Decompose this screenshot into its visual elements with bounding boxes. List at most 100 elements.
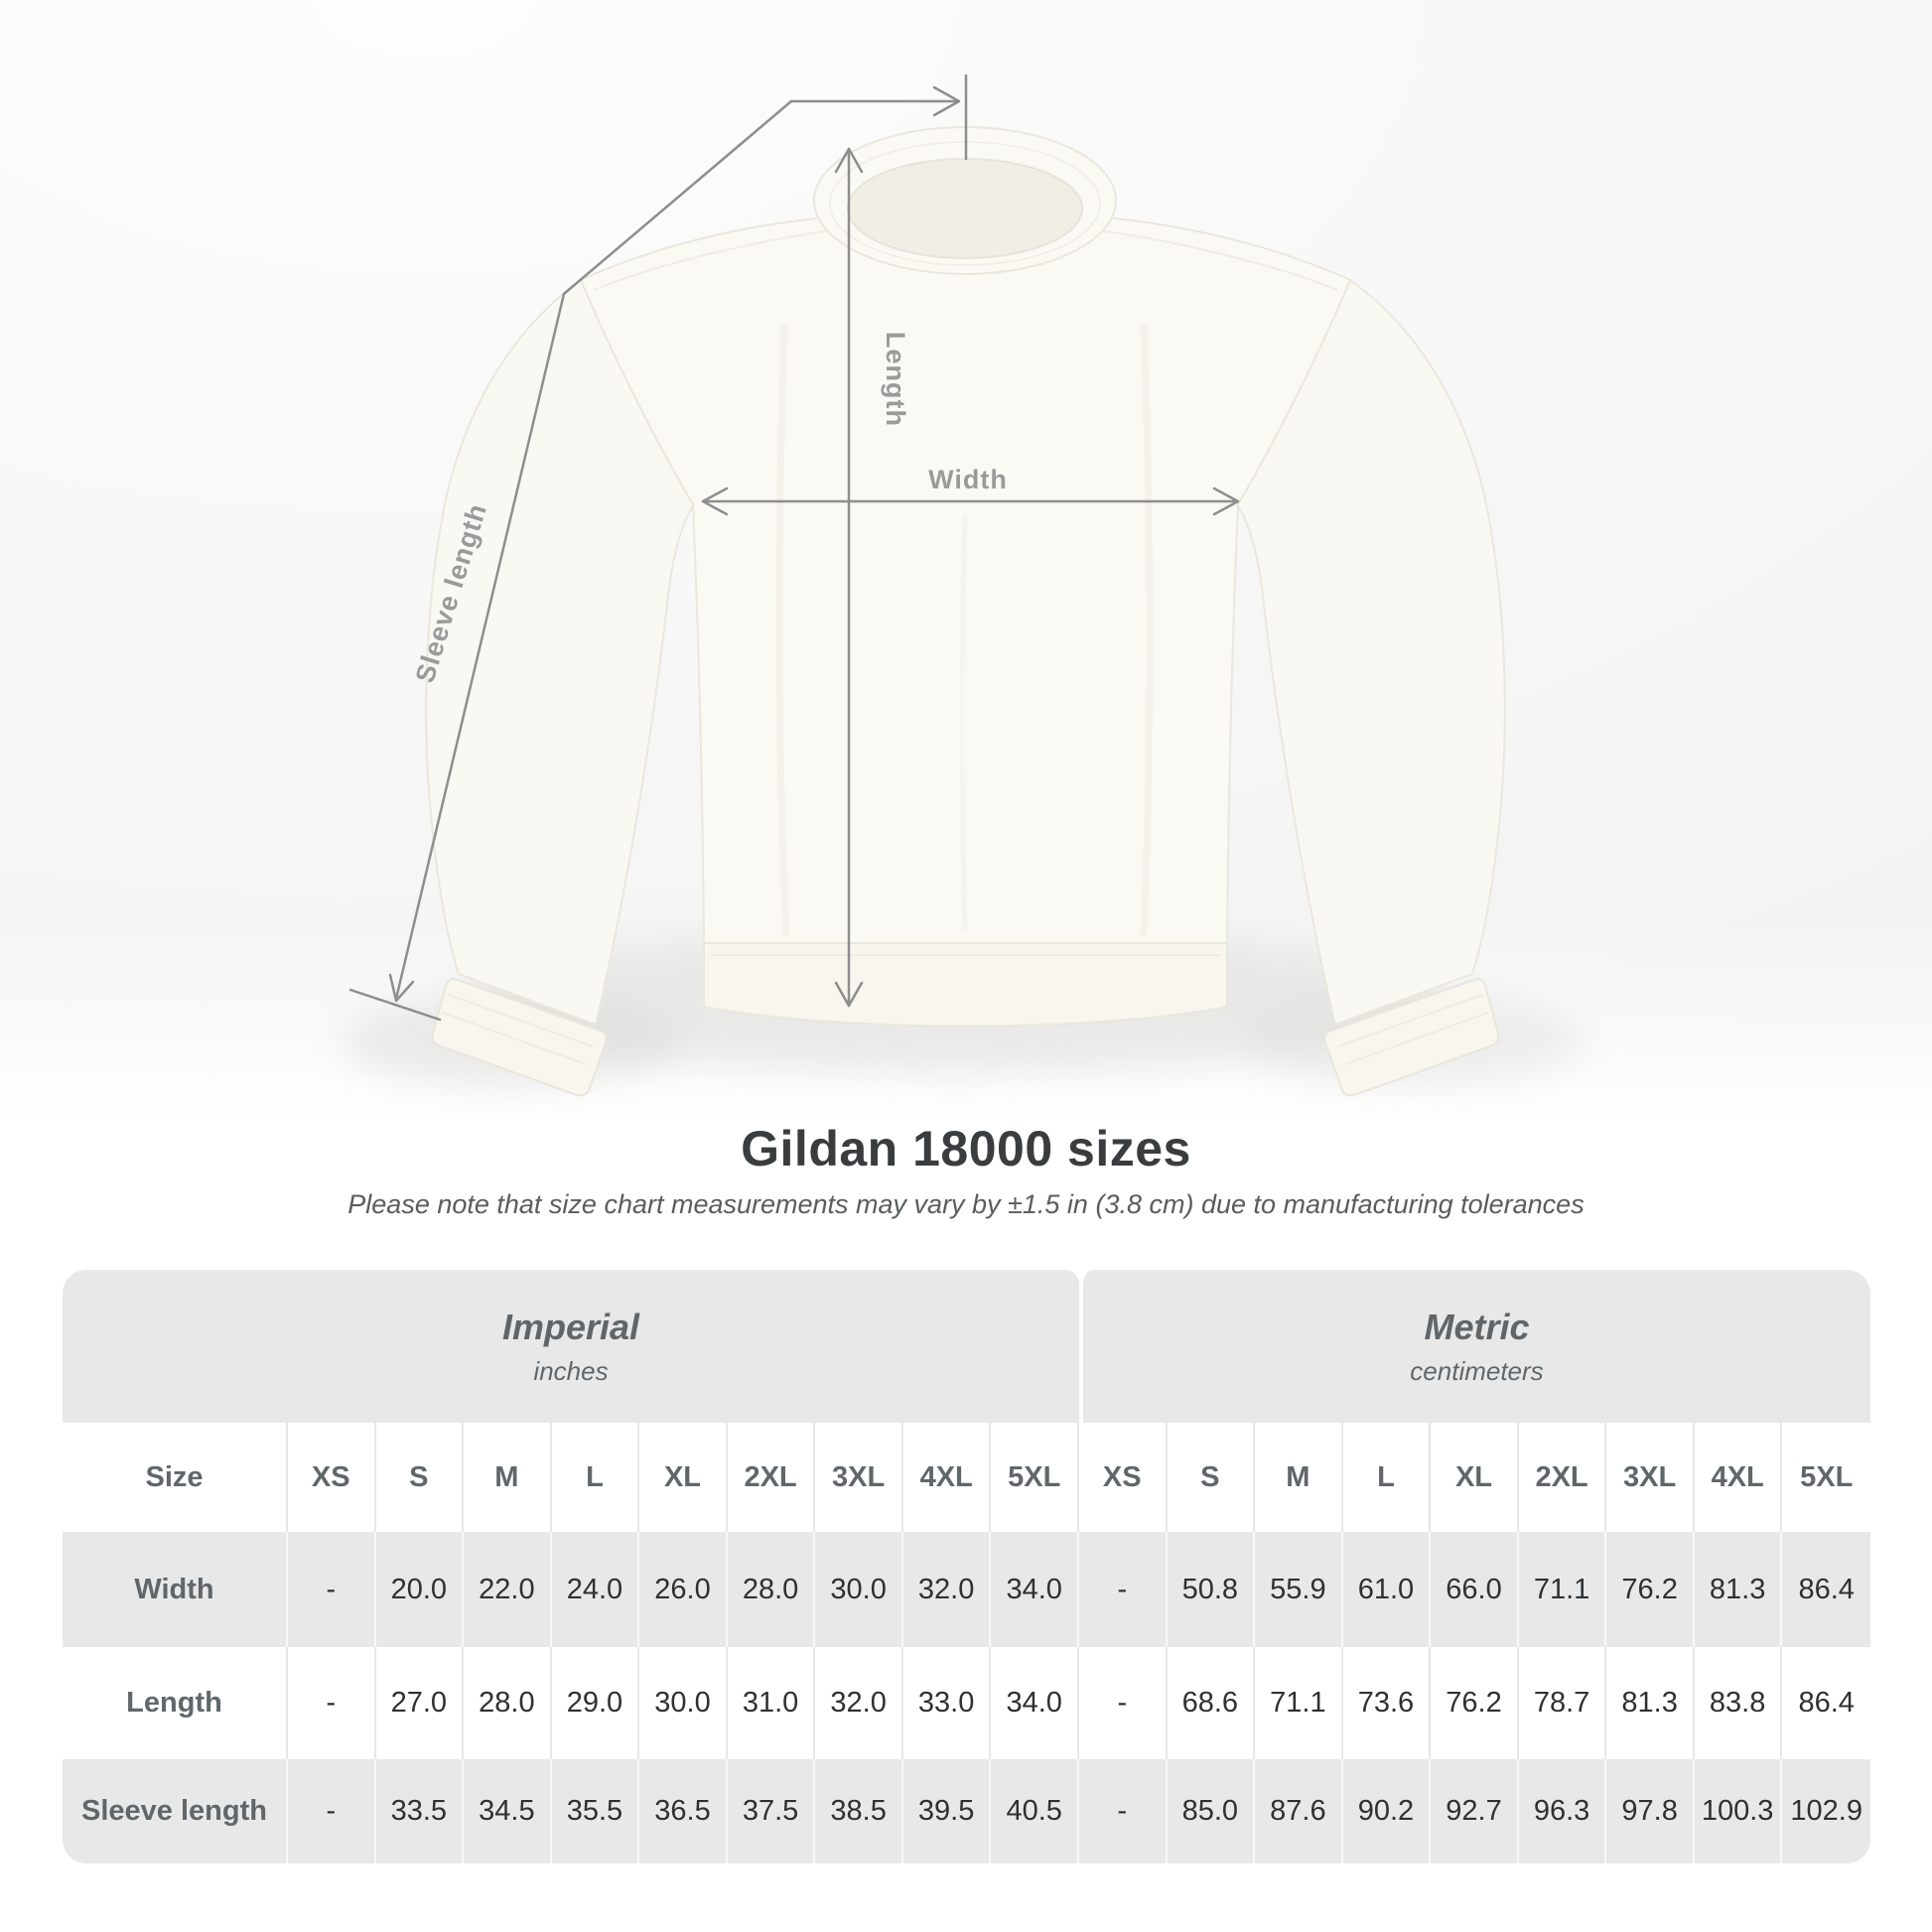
left-cuff bbox=[431, 977, 608, 1097]
table-cell: 76.2 bbox=[1606, 1532, 1695, 1647]
fabric-folds bbox=[775, 324, 1154, 937]
size-header-cell: XS bbox=[288, 1423, 376, 1532]
table-cell: 34.5 bbox=[464, 1759, 552, 1863]
page-subtitle: Please note that size chart measurements… bbox=[347, 1189, 1585, 1219]
table-cell: 27.0 bbox=[375, 1647, 465, 1759]
table-cell: 83.8 bbox=[1694, 1647, 1783, 1759]
table-cell: 37.5 bbox=[727, 1759, 816, 1863]
table-cell: 66.0 bbox=[1431, 1532, 1519, 1647]
table-cell: 61.0 bbox=[1342, 1532, 1432, 1647]
table-cell: 85.0 bbox=[1167, 1759, 1256, 1863]
imperial-unit: inches bbox=[533, 1355, 609, 1386]
table-cell: 28.0 bbox=[727, 1532, 816, 1647]
table-cell: - bbox=[1079, 1532, 1168, 1647]
size-header-cell: 2XL bbox=[1518, 1423, 1607, 1532]
size-header-cell: 2XL bbox=[727, 1423, 816, 1532]
table-cell: 73.6 bbox=[1342, 1647, 1432, 1759]
table-cell: - bbox=[1079, 1647, 1168, 1759]
table-cell: 24.0 bbox=[551, 1532, 640, 1647]
table-cell: 40.5 bbox=[991, 1759, 1079, 1863]
size-header-cell: XL bbox=[639, 1423, 728, 1532]
size-header-cell: 5XL bbox=[1782, 1423, 1870, 1532]
table-cell: 33.0 bbox=[902, 1647, 992, 1759]
length-label: Length bbox=[881, 332, 910, 427]
table-cell: 33.5 bbox=[375, 1759, 465, 1863]
table-cell: 97.8 bbox=[1606, 1759, 1695, 1863]
table-cell: 90.2 bbox=[1342, 1759, 1432, 1863]
table-cell: 38.5 bbox=[815, 1759, 903, 1863]
table-cell: 87.6 bbox=[1255, 1759, 1343, 1863]
table-cell: - bbox=[1079, 1759, 1168, 1863]
row-label: Length bbox=[63, 1647, 288, 1759]
waistband bbox=[703, 942, 1228, 1028]
measurement-annotations bbox=[348, 73, 1240, 1022]
table-cell: 55.9 bbox=[1255, 1532, 1343, 1647]
width-label: Width bbox=[928, 465, 1008, 494]
width-arrow bbox=[701, 486, 1240, 516]
table-cell: 22.0 bbox=[464, 1532, 552, 1647]
metric-unit: centimeters bbox=[1410, 1355, 1544, 1386]
size-header-cell: S bbox=[1167, 1423, 1256, 1532]
shoulder-seams bbox=[593, 229, 1338, 291]
table-cell: 96.3 bbox=[1518, 1759, 1607, 1863]
table-cell: 30.0 bbox=[639, 1647, 728, 1759]
size-header-cell: M bbox=[1255, 1423, 1343, 1532]
size-column-header: Size bbox=[63, 1423, 288, 1532]
table-cell: 35.5 bbox=[551, 1759, 640, 1863]
page-title: Gildan 18000 sizes bbox=[741, 1121, 1191, 1176]
row-label: Sleeve length bbox=[63, 1759, 288, 1863]
table-cell: - bbox=[288, 1647, 376, 1759]
size-header-cell: XL bbox=[1431, 1423, 1519, 1532]
row-label: Width bbox=[63, 1532, 288, 1647]
table-cell: 86.4 bbox=[1782, 1647, 1870, 1759]
size-header-cell: 4XL bbox=[902, 1423, 992, 1532]
table-cell: 31.0 bbox=[727, 1647, 816, 1759]
imperial-heading: Imperial bbox=[501, 1306, 640, 1347]
size-header-cell: S bbox=[375, 1423, 465, 1532]
table-cell: 68.6 bbox=[1167, 1647, 1256, 1759]
metric-heading: Metric bbox=[1424, 1306, 1530, 1347]
table-cell: 92.7 bbox=[1431, 1759, 1519, 1863]
size-header-cell: 4XL bbox=[1694, 1423, 1783, 1532]
table-cell: 71.1 bbox=[1255, 1647, 1343, 1759]
unit-group-imperial: Imperial inches bbox=[63, 1270, 1079, 1423]
table-cell: 34.0 bbox=[991, 1532, 1079, 1647]
unit-group-metric: Metric centimeters bbox=[1079, 1270, 1870, 1423]
sweatshirt-illustration bbox=[425, 126, 1506, 1097]
table-cell: 100.3 bbox=[1694, 1759, 1783, 1863]
size-header-cell: 5XL bbox=[991, 1423, 1079, 1532]
length-arrow bbox=[834, 147, 864, 1008]
table-cell: 81.3 bbox=[1606, 1647, 1695, 1759]
right-cuff-ribs bbox=[1337, 994, 1489, 1065]
table-cell: 30.0 bbox=[815, 1532, 903, 1647]
table-cell: - bbox=[288, 1759, 376, 1863]
table-cell: 28.0 bbox=[464, 1647, 552, 1759]
table-cell: 78.7 bbox=[1518, 1647, 1607, 1759]
product-photo-area: Width Length Sleeve length bbox=[0, 0, 1932, 1122]
size-header-cell: L bbox=[1342, 1423, 1432, 1532]
table-cell: 32.0 bbox=[902, 1532, 992, 1647]
table-cell: 34.0 bbox=[991, 1647, 1079, 1759]
table-cell: 36.5 bbox=[639, 1759, 728, 1863]
table-cell: 102.9 bbox=[1782, 1759, 1870, 1863]
table-cell: 26.0 bbox=[639, 1532, 728, 1647]
size-header-cell: L bbox=[551, 1423, 640, 1532]
table-cell: - bbox=[288, 1532, 376, 1647]
table-cell: 39.5 bbox=[902, 1759, 992, 1863]
size-header-cell: XS bbox=[1079, 1423, 1168, 1532]
sweatshirt-diagram: Width Length Sleeve length bbox=[343, 73, 1584, 1097]
table-cell: 81.3 bbox=[1694, 1532, 1783, 1647]
size-header-cell: 3XL bbox=[1606, 1423, 1695, 1532]
right-cuff bbox=[1323, 977, 1500, 1097]
sleeve-length-arrow bbox=[348, 73, 968, 1022]
table-cell: 86.4 bbox=[1782, 1532, 1870, 1647]
table-cell: 76.2 bbox=[1431, 1647, 1519, 1759]
fabric-fold-center bbox=[959, 513, 968, 931]
left-cuff-ribs bbox=[442, 994, 594, 1065]
collar-inner bbox=[847, 158, 1083, 259]
table-cell: 29.0 bbox=[551, 1647, 640, 1759]
table-cell: 50.8 bbox=[1167, 1532, 1256, 1647]
table-cell: 20.0 bbox=[375, 1532, 465, 1647]
size-table: Imperial inches Metric centimeters Size X… bbox=[63, 1270, 1870, 1863]
